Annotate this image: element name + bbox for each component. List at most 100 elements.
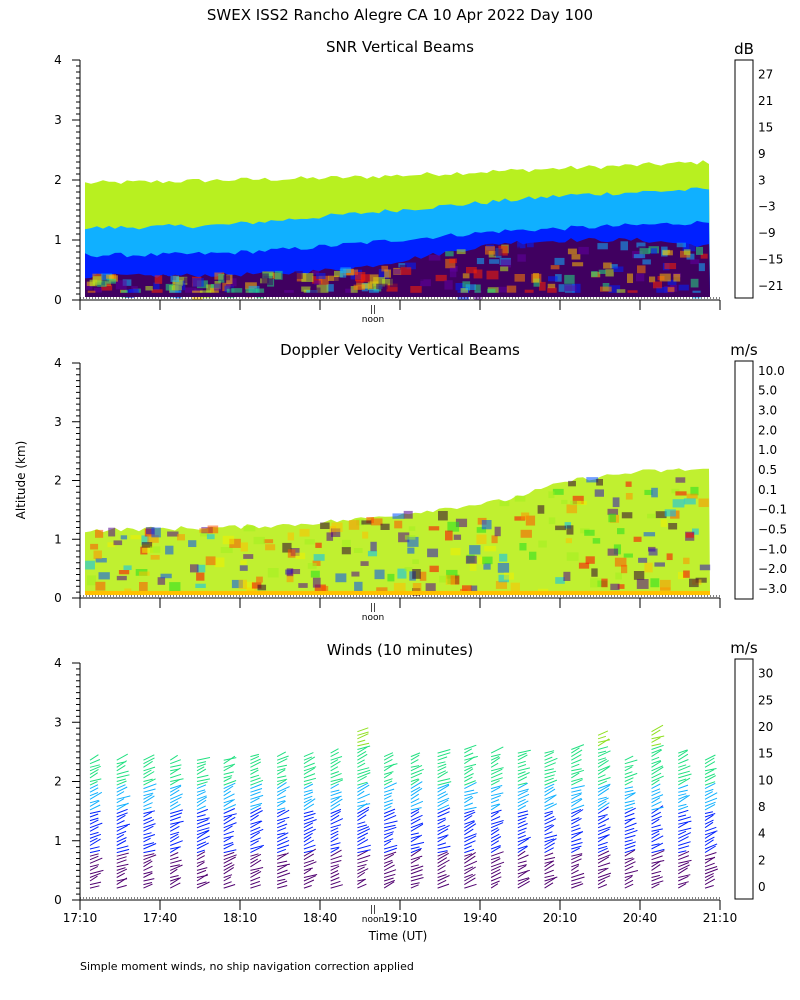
wind-barb — [250, 774, 260, 779]
wind-barb — [704, 814, 714, 822]
wind-barb — [357, 759, 365, 765]
texture-cell — [360, 561, 369, 566]
wind-barb — [410, 864, 419, 868]
wind-barb — [223, 785, 234, 793]
texture-cell — [311, 276, 323, 284]
wind-barb — [597, 739, 611, 743]
texture-cell — [407, 536, 419, 547]
texture-cell — [381, 265, 389, 272]
panel-3: Winds (10 minutes) 0 1 2 3 4 17:10 17:40 18:10 18… — [54, 639, 773, 925]
y-tick-label: 4 — [54, 356, 62, 370]
wind-barb — [303, 816, 314, 822]
texture-cell — [462, 273, 470, 279]
texture-cell — [644, 562, 653, 573]
wind-barb — [464, 877, 476, 886]
wind-barb — [437, 784, 450, 793]
colorbar-label: 3.0 — [758, 404, 777, 418]
wind-profile — [223, 755, 237, 889]
wind-barb — [116, 845, 129, 850]
texture-cell — [153, 282, 160, 291]
wind-barb — [490, 803, 500, 807]
wind-barb — [490, 833, 500, 839]
surface-band — [85, 292, 710, 297]
wind-barb — [651, 783, 661, 790]
texture-cell — [621, 512, 633, 519]
wind-barb — [464, 883, 477, 889]
panel-1: SNR Vertical Beams 0 1 2 3 4 ||noon dB 27 21 15 9 3 −… — [54, 38, 783, 325]
wind-barb — [517, 771, 526, 775]
wind-barb — [517, 838, 529, 846]
texture-cell — [608, 285, 621, 294]
texture-cell — [101, 285, 113, 291]
wind-barb — [277, 880, 288, 886]
wind-barb — [437, 793, 448, 800]
wind-barb — [678, 883, 687, 889]
wind-barb — [490, 876, 502, 882]
wind-barb — [383, 788, 395, 793]
texture-cell — [393, 268, 401, 275]
wind-barb — [383, 864, 395, 871]
texture-cell — [120, 535, 128, 540]
texture-cell — [584, 529, 595, 536]
wind-barb — [303, 773, 316, 779]
wind-barb — [276, 751, 287, 758]
wind-barb — [303, 849, 314, 854]
wind-barb — [704, 831, 716, 839]
wind-barb — [704, 803, 716, 811]
wind-profile — [330, 748, 344, 889]
wind-barb — [597, 783, 611, 790]
colorbar-label: 2 — [758, 853, 766, 867]
wind-barb — [517, 877, 530, 886]
wind-barb — [116, 778, 126, 782]
wind-barb — [437, 761, 446, 765]
texture-cell — [138, 571, 150, 576]
texture-cell — [353, 548, 363, 553]
wind-barb — [170, 840, 183, 846]
wind-barb — [571, 798, 583, 807]
wind-barb — [490, 768, 503, 775]
wind-barb — [597, 750, 607, 754]
x-tick-label: 21:10 — [703, 911, 738, 925]
colorbar-unit: m/s — [730, 341, 758, 359]
wind-barb — [597, 854, 611, 861]
wind-barb — [571, 769, 585, 775]
wind-barb — [678, 832, 692, 839]
wind-barb — [277, 885, 288, 889]
wind-barb — [704, 878, 716, 886]
wind-barb — [143, 769, 152, 775]
colorbar-label: 0.5 — [758, 463, 777, 477]
wind-barb — [651, 743, 662, 747]
wind-barb — [330, 837, 339, 843]
wind-barb — [490, 777, 503, 782]
texture-cell — [664, 509, 676, 517]
wind-barb — [330, 870, 339, 875]
wind-barb — [571, 785, 585, 790]
wind-barb — [276, 836, 288, 843]
texture-cell — [231, 288, 243, 293]
texture-cell — [438, 511, 448, 521]
wind-barb — [223, 790, 231, 797]
wind-barb — [624, 879, 634, 886]
wind-barb — [250, 859, 262, 868]
texture-cell — [586, 477, 599, 483]
wind-barb — [651, 788, 661, 793]
texture-cell — [620, 241, 629, 251]
texture-cell — [555, 577, 565, 584]
wind-barb — [330, 766, 339, 772]
wind-barb — [651, 830, 660, 836]
texture-cell — [184, 277, 193, 284]
wind-barb — [250, 783, 263, 790]
wind-barb — [464, 840, 476, 846]
texture-cell — [288, 278, 295, 287]
texture-cell — [384, 269, 391, 278]
texture-cell — [147, 535, 159, 543]
wind-barb — [250, 810, 263, 818]
wind-barb — [357, 821, 366, 825]
wind-barb — [357, 731, 369, 736]
wind-barb — [250, 845, 263, 854]
texture-cell — [651, 487, 658, 498]
wind-barb — [678, 874, 691, 878]
wind-barb — [651, 724, 664, 733]
wind-barb — [276, 827, 287, 832]
texture-cell — [408, 526, 416, 531]
